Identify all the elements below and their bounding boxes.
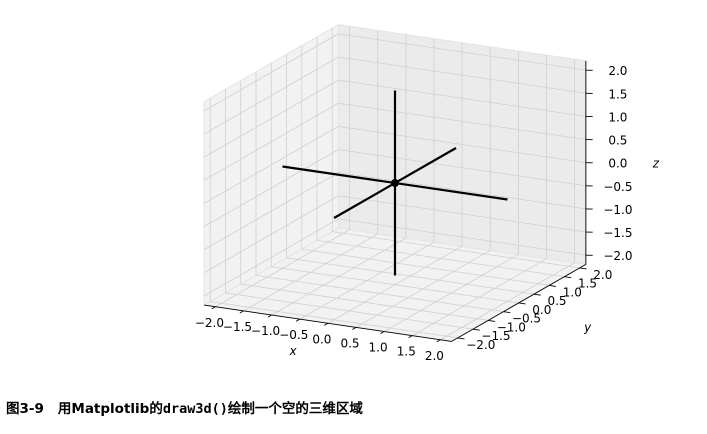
- grid-y-floor: [301, 248, 550, 286]
- y-tick-mark: [549, 284, 557, 287]
- y-tick-mark: [533, 293, 541, 296]
- grid-z-left: [203, 33, 339, 112]
- x-tick-mark: [211, 306, 216, 310]
- x-tick-mark: [239, 310, 244, 314]
- x-tick-label: −0.5: [279, 328, 308, 342]
- origin-point: [391, 179, 399, 187]
- x-tick-mark: [352, 326, 357, 330]
- caption-text-before: 用Matplotlib的: [57, 401, 163, 417]
- x-tick-label: −1.5: [223, 320, 252, 334]
- y-tick-label: 1.5: [578, 277, 597, 291]
- y-tick-label: −1.0: [497, 320, 526, 334]
- x-tick-mark: [436, 339, 441, 343]
- grid-z-back: [338, 79, 586, 117]
- y-tick-label: −0.5: [512, 312, 541, 326]
- x-tick-label: 0.5: [340, 336, 359, 350]
- z-tick-label: −1.5: [603, 226, 632, 240]
- x-tick-mark: [408, 335, 413, 339]
- x-axis-label: x: [289, 344, 298, 358]
- y-tick-label: −2.0: [466, 338, 495, 352]
- x-tick-mark: [380, 331, 385, 334]
- y-tick-label: 2.0: [593, 268, 612, 282]
- grid-z-back: [338, 125, 586, 164]
- y-axis-label: y: [583, 320, 592, 334]
- z-axis-label: z: [652, 157, 660, 171]
- grid-x-floor: [383, 254, 519, 332]
- z-tick-label: −1.0: [603, 203, 632, 217]
- grid-y-floor: [332, 231, 580, 269]
- x-tick-label: −2.0: [195, 316, 224, 330]
- axis-lines: [204, 60, 593, 343]
- x-tick-mark: [324, 322, 329, 326]
- y-tick-mark: [457, 337, 465, 340]
- grid-y-floor: [271, 266, 519, 304]
- y-tick-mark: [472, 328, 480, 331]
- grid-z-back: [338, 102, 586, 140]
- caption-number: 图3-9: [6, 401, 44, 417]
- y-tick-mark: [564, 276, 572, 279]
- y-tick-label: 0.0: [532, 303, 551, 317]
- grid-z-back: [338, 33, 586, 71]
- grid-z-left: [203, 56, 339, 135]
- grid-x-floor: [355, 250, 491, 328]
- x-tick-label: 2.0: [425, 349, 444, 363]
- grid-y-floor: [316, 239, 565, 278]
- z-tick-label: 2.0: [608, 64, 627, 78]
- z-tick-label: 0.0: [608, 157, 627, 171]
- grid-x-floor: [412, 258, 547, 336]
- x-tick-label: −1.0: [251, 324, 280, 338]
- caption-text-after: 绘制一个空的三维区域: [227, 401, 363, 417]
- z-tick-label: 0.5: [608, 134, 627, 148]
- z-tick-label: −0.5: [603, 180, 632, 194]
- grid-z-left: [203, 79, 339, 158]
- y-tick-mark: [518, 302, 526, 305]
- y-tick-mark: [579, 267, 587, 270]
- z-tick-label: 1.0: [608, 110, 627, 124]
- y-tick-mark: [488, 319, 496, 322]
- y-tick-label: 0.5: [547, 294, 566, 308]
- grid-z-back: [338, 56, 586, 94]
- x-tick-mark: [295, 318, 300, 322]
- y-tick-label: 1.0: [563, 285, 582, 299]
- figure-caption: 图3-9 用Matplotlib的draw3d()绘制一个空的三维区域: [6, 397, 363, 417]
- grid-y-floor: [286, 257, 535, 295]
- grid-z-left: [203, 126, 339, 204]
- tick-labels: −2.0−1.5−1.0 −0.5 0.0 0.5 1.0 1.5 2.0−2.0−1.5−…: [195, 64, 633, 363]
- x-tick-mark: [267, 314, 272, 318]
- caption-code: draw3d(): [162, 401, 228, 417]
- z-tick-label: 1.5: [608, 87, 627, 101]
- x-tick-label: 1.0: [369, 341, 388, 355]
- grid-x-floor: [440, 262, 575, 341]
- x-tick-label: 0.0: [312, 332, 331, 346]
- axis-labels: x y z: [289, 157, 660, 358]
- x-tick-label: 1.5: [397, 345, 416, 359]
- grid-z-left: [203, 102, 339, 181]
- z-tick-label: −2.0: [603, 249, 632, 263]
- y-tick-label: −1.5: [481, 329, 510, 343]
- y-tick-mark: [503, 311, 511, 314]
- axes-grid: [203, 26, 586, 341]
- data-series: [282, 90, 508, 276]
